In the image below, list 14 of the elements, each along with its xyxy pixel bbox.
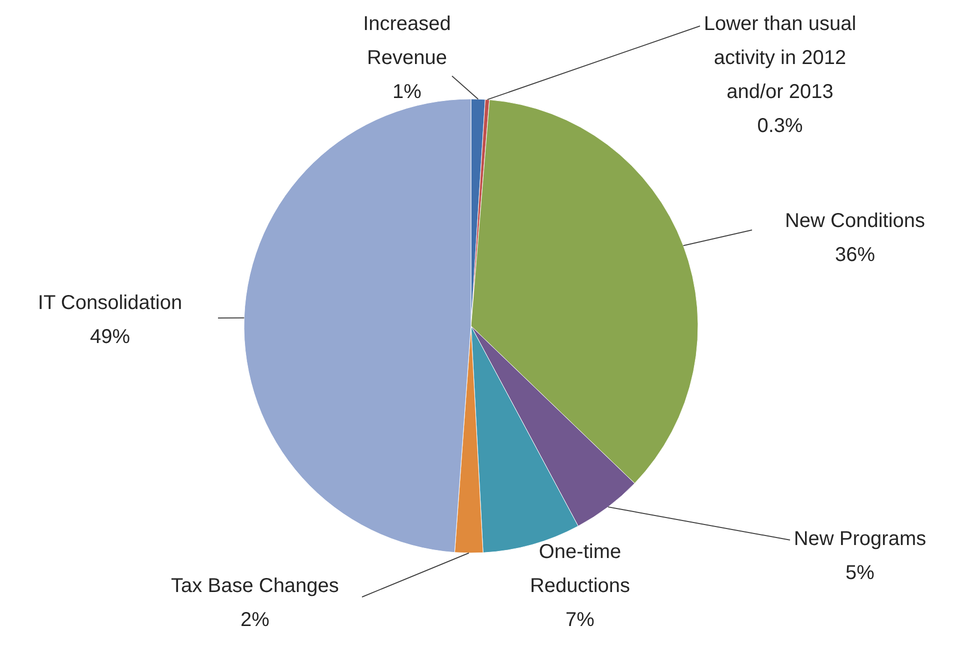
data-label: 36% <box>834 244 876 266</box>
slice-label: IT Consolidation <box>38 292 182 314</box>
slice-label: One-time Reductions <box>530 541 630 597</box>
slice-label: New Conditions <box>784 210 926 232</box>
data-label: 2% <box>240 609 270 631</box>
data-label: 1% <box>392 81 422 103</box>
slice-label: Increased Revenue <box>363 13 451 69</box>
data-label: 5% <box>846 562 875 584</box>
data-label: 7% <box>566 609 595 631</box>
slice-label: Tax Base Changes <box>171 575 339 597</box>
slice-label: Lower than usual activity in 2012 and/or 2013 <box>704 13 856 103</box>
data-label: 0.3% <box>757 115 804 137</box>
data-label: 49% <box>90 326 130 348</box>
slice-label: New Programs <box>794 528 926 550</box>
